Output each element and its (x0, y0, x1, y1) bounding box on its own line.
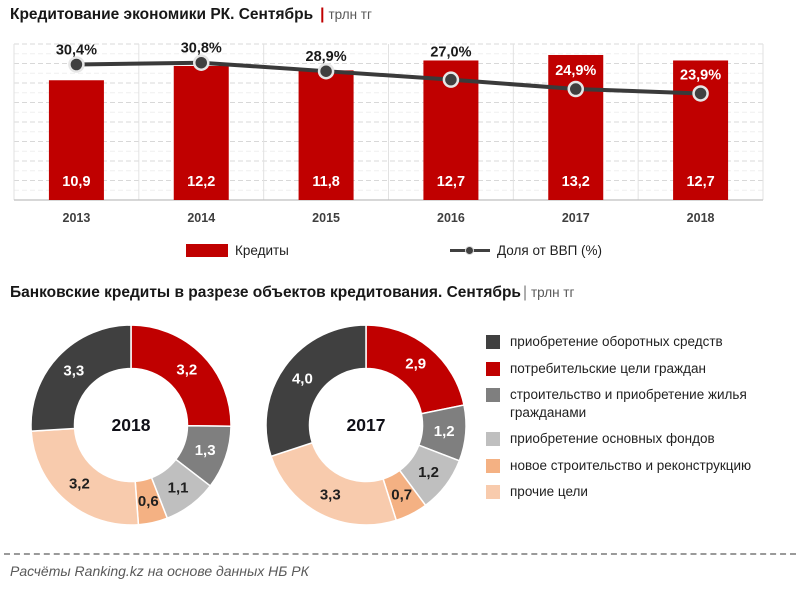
x-axis-label-2015: 2015 (312, 211, 340, 225)
footer-source-text: Расчёты Ranking.kz на основе данных НБ Р… (10, 563, 309, 579)
section1-title-text: Кредитование экономики РК. Сентябрь (10, 6, 314, 23)
section1-title: Кредитование экономики РК. Сентябрь | трлн… (10, 6, 372, 24)
gdp-share-line (74, 60, 703, 96)
x-axis-label-2016: 2016 (437, 211, 465, 225)
line-marker-2013 (68, 56, 85, 73)
legend-label: потребительские цели граждан (510, 360, 706, 376)
donut-2017-slice-label: 3,3 (320, 486, 341, 503)
section2-title-separator: | (522, 284, 527, 301)
line-marker-2016 (442, 71, 460, 88)
x-axis-label-2013: 2013 (63, 211, 91, 225)
legend-swatch (486, 361, 500, 376)
gdp-share-label-2015: 28,9% (306, 49, 347, 65)
section1-title-separator: | (320, 6, 325, 23)
donut-2017-slice-label: 4,0 (292, 371, 313, 388)
donut-2018-slice-label: 3,2 (176, 361, 197, 378)
legend-label: приобретение оборотных средств (510, 334, 723, 349)
legend-swatch (486, 485, 500, 500)
section2-title-unit: трлн тг (530, 285, 575, 300)
donut-legend-item: потребительские цели граждан (486, 360, 788, 378)
line-marker-2014 (193, 54, 210, 71)
legend-swatch (486, 458, 500, 473)
donut-2017-slice (265, 324, 367, 458)
bar-value-label: 12,2 (187, 174, 215, 190)
donut-legend-item: новое строительство и реконструкцию (486, 457, 788, 475)
bar-value-label: 10,9 (62, 174, 90, 190)
legend-credits: Кредиты (186, 243, 289, 258)
donut-2017-slice-label: 1,2 (418, 464, 439, 481)
legend-label: новое строительство и реконструкцию (510, 457, 752, 473)
donut-center-year-2018: 2018 (112, 415, 151, 435)
gdp-share-label-2018: 23,9% (680, 67, 721, 83)
bar-value-label: 12,7 (686, 174, 714, 190)
donut-legend-item: приобретение основных фондов (486, 430, 788, 448)
line-marker-2017 (567, 80, 584, 98)
donut-2017-slice-label: 0,7 (391, 486, 412, 503)
donut-2018-slice-label: 1,3 (195, 442, 216, 459)
donut-center-year-2017: 2017 (347, 415, 386, 435)
gdp-share-label-2016: 27,0% (430, 44, 471, 60)
legend-label: прочие цели (510, 484, 588, 500)
donut-2018-slice-label: 0,6 (138, 493, 159, 510)
donut-2017-slice (270, 441, 398, 526)
footer-divider (4, 553, 796, 555)
x-axis-label-2014: 2014 (187, 211, 215, 225)
bar-value-label: 13,2 (562, 174, 590, 190)
donut-legend: приобретение оборотных средств потребител… (486, 333, 788, 510)
line-marker-icon (450, 244, 490, 257)
legend-label: строительство и приобретение жилья гражд… (510, 387, 747, 420)
legend-swatch (486, 335, 500, 349)
legend-label: приобретение основных фондов (510, 431, 715, 447)
bar-2017 (548, 54, 604, 200)
donut-2017-slice-label: 1,2 (434, 423, 455, 440)
line-marker-2018 (692, 85, 709, 102)
donut-legend-item: прочие цели (486, 483, 788, 501)
legend-credits-label: Кредиты (235, 243, 289, 258)
legend-swatch (486, 388, 500, 403)
bar-2018 (673, 60, 729, 200)
donut-legend-item: приобретение оборотных средств (486, 333, 788, 351)
legend-swatch (486, 432, 500, 447)
bar-2013 (48, 80, 104, 200)
bar-value-label: 12,7 (437, 174, 465, 190)
gdp-share-label-2017: 24,9% (555, 63, 596, 79)
x-axis-label-2018: 2018 (687, 211, 715, 225)
donut-2017-slice-label: 2,9 (405, 356, 426, 373)
credits-swatch (186, 244, 228, 257)
legend-gdp-share-label: Доля от ВВП (%) (497, 243, 603, 258)
bar-2015 (298, 70, 354, 200)
section2-title-text: Банковские кредиты в разрезе объектов кр… (10, 284, 521, 301)
section2-title: Банковские кредиты в разрезе объектов кр… (10, 284, 574, 302)
donut-legend-item: строительство и приобретение жилья гражд… (486, 386, 788, 421)
x-axis-label-2017: 2017 (562, 211, 590, 225)
donut-2018-slice (30, 324, 132, 432)
credit-objects-donut-charts: 3,2 1,3 1,1 0,6 3,2 3,3 2018 2,9 1,2 1,2 0,7 3,3 4,0… (30, 324, 467, 526)
bar-value-label: 11,8 (312, 174, 339, 190)
credit-bar-line-chart: 10,9 2013 12,2 2014 11,8 2015 12,7 2016 13,2 2017… (13, 41, 764, 225)
line-marker-2015 (317, 62, 335, 80)
gdp-share-label-2013: 30,4% (56, 43, 97, 59)
section1-title-unit: трлн тг (328, 7, 372, 22)
donut-2018-slice-label: 1,1 (168, 479, 189, 496)
donut-2018-slice-label: 3,3 (63, 363, 84, 380)
donut-2018-slice-label: 3,2 (69, 476, 90, 493)
bar-2014 (173, 65, 229, 200)
legend-gdp-share: Доля от ВВП (%) (450, 243, 602, 258)
gdp-share-label-2014: 30,8% (181, 41, 222, 57)
